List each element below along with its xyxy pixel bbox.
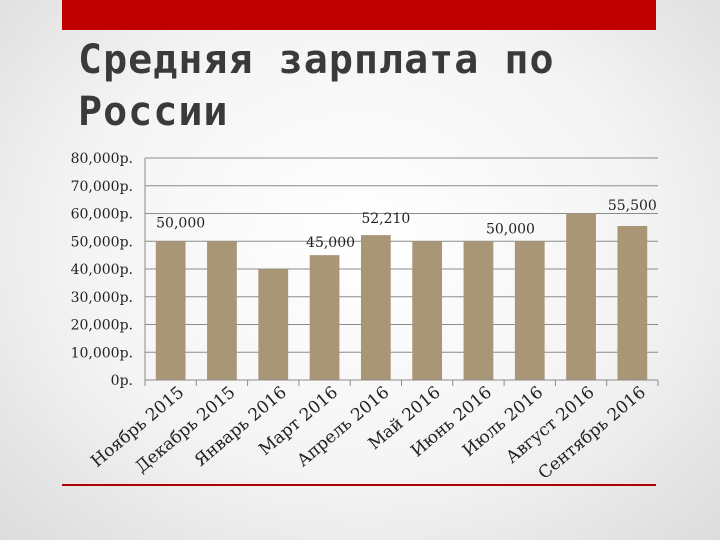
y-tick-label: 10,000р. bbox=[71, 345, 133, 361]
y-tick-label: 80,000р. bbox=[71, 151, 133, 167]
y-tick-label: 0р. bbox=[111, 373, 133, 389]
bar bbox=[514, 241, 545, 380]
chart-axes bbox=[144, 158, 659, 386]
bar bbox=[155, 241, 186, 380]
y-tick-label: 20,000р. bbox=[71, 318, 133, 334]
chart-bars bbox=[155, 213, 648, 380]
slide-title: Средняя зарплата по России bbox=[78, 37, 555, 135]
bar bbox=[566, 213, 596, 380]
bar bbox=[412, 241, 443, 380]
bar bbox=[463, 241, 494, 380]
data-label: 45,000 bbox=[306, 235, 355, 251]
bar bbox=[207, 241, 237, 380]
y-tick-label: 60,000р. bbox=[71, 207, 133, 223]
chart-data-labels: 50,000 45,000 52,210 50,000 55,500 bbox=[156, 198, 657, 251]
y-tick-label: 70,000р. bbox=[71, 179, 133, 195]
y-tick-label: 50,000р. bbox=[71, 234, 133, 250]
bottom-divider bbox=[62, 484, 656, 486]
data-label: 52,210 bbox=[361, 211, 410, 227]
bar bbox=[258, 269, 289, 380]
bar bbox=[617, 225, 648, 380]
bar bbox=[309, 255, 340, 380]
y-tick-label: 40,000р. bbox=[71, 262, 133, 278]
title-accent-bar bbox=[62, 0, 656, 30]
data-label: 55,500 bbox=[608, 198, 657, 214]
y-tick-label: 30,000р. bbox=[71, 290, 133, 306]
data-label: 50,000 bbox=[486, 221, 535, 237]
data-label: 50,000 bbox=[156, 215, 205, 231]
bar bbox=[360, 235, 391, 380]
y-axis-tick-labels: 0р. 10,000р. 20,000р. 30,000р. 40,000р. 50,00… bbox=[71, 151, 133, 389]
